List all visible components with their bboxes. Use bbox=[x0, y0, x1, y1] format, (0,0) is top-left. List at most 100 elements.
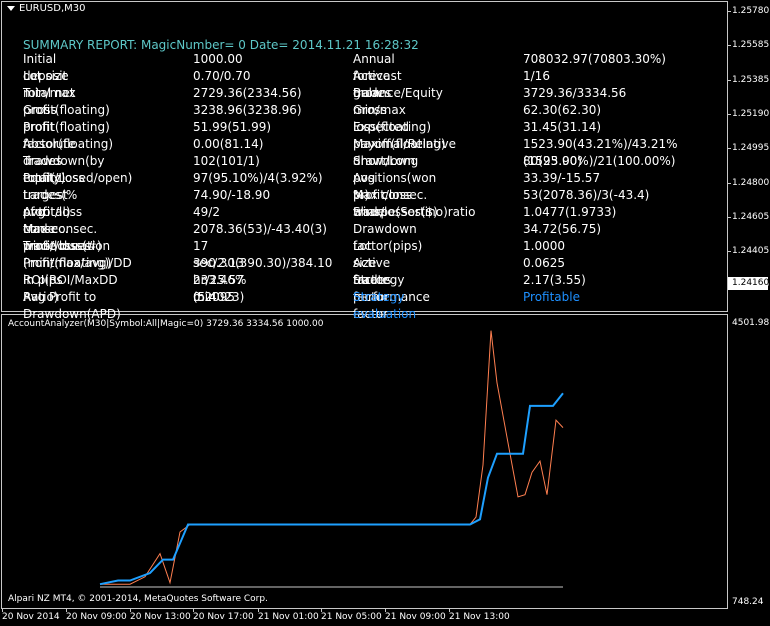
time-axis-tick bbox=[321, 608, 322, 612]
report-value: 2729.36(2334.56) bbox=[193, 86, 302, 100]
report-value: 62.30(62.30) bbox=[523, 103, 602, 117]
copyright-text: Alpari NZ MT4, © 2001-2014, MetaQuotes S… bbox=[8, 594, 268, 604]
report-header: SUMMARY REPORT: MagicNumber= 0 Date= 201… bbox=[23, 38, 419, 52]
report-label: Sharpe(Sortino)ratio bbox=[353, 205, 476, 219]
report-label: Trades total(closed/open) bbox=[23, 154, 133, 185]
report-value: 3238.96(3238.96) bbox=[193, 103, 302, 117]
main-chart-frame[interactable] bbox=[1, 1, 728, 312]
report-label: Profit(floating)/DD in pips bbox=[23, 256, 132, 287]
report-value: 53(2078.36)/3(-43.4) bbox=[523, 188, 650, 202]
price-axis-tick bbox=[727, 182, 731, 184]
report-value: 102(101/1) bbox=[193, 154, 260, 168]
report-label: Active trades factor bbox=[353, 256, 392, 304]
time-axis-label: 21 Nov 01:00 bbox=[258, 612, 319, 622]
report-value: 1.0000 bbox=[523, 239, 565, 253]
report-value: 17 sec/2.13 hr/25.57 min bbox=[193, 239, 244, 304]
report-label: Expected payoff(floating) bbox=[353, 120, 446, 151]
indicator-chart-frame[interactable] bbox=[1, 314, 728, 609]
price-axis-label: 1.24800 bbox=[732, 177, 770, 188]
time-axis-label: 20 Nov 2014 bbox=[2, 612, 60, 622]
report-label: Strategy performance factor bbox=[353, 273, 430, 321]
report-label: Profit/Loss trades(% of total) bbox=[23, 171, 85, 219]
report-label: Avg Profit to Drawdown(APD) bbox=[23, 290, 121, 321]
report-value: 2078.36(53)/-43.40(3) bbox=[193, 222, 327, 236]
report-value: 34.72(56.75) bbox=[523, 222, 602, 236]
report-label: Maximal/Relative drawdown bbox=[353, 137, 456, 168]
price-axis-tick bbox=[727, 148, 731, 150]
report-label: Largest profit/loss trade bbox=[23, 188, 83, 236]
price-axis-label: 1.25585 bbox=[732, 40, 770, 51]
report-value: 97(95.10%)/4(3.92%) bbox=[193, 171, 323, 185]
price-axis-label: 1.24995 bbox=[732, 143, 770, 154]
report-value: 1523.90(43.21%)/43.21%(1523.90) bbox=[523, 137, 678, 168]
report-value: 1.0477(1.9733) bbox=[523, 205, 617, 219]
price-axis-label: 1.24405 bbox=[732, 246, 770, 257]
report-label: Strategy evaluation bbox=[353, 290, 417, 321]
time-axis-label: 20 Nov 13:00 bbox=[130, 612, 191, 622]
current-price-label: 1.24160 bbox=[728, 277, 769, 290]
time-axis-label: 21 Nov 13:00 bbox=[449, 612, 510, 622]
time-axis-label: 20 Nov 17:00 bbox=[193, 612, 254, 622]
report-label: Absolute drawdown(by equity) bbox=[23, 137, 105, 185]
time-axis-tick bbox=[66, 608, 67, 612]
report-label: Avg profit/loss trade bbox=[353, 171, 413, 219]
price-axis-label: 1.25190 bbox=[732, 108, 770, 119]
price-axis-label: 1.25780 bbox=[732, 6, 770, 16]
report-label: Profit factor(floating) bbox=[23, 120, 114, 151]
report-value: 708032.97(70803.30%) bbox=[523, 52, 666, 66]
report-label: Gross loss(floating) bbox=[353, 103, 432, 134]
price-axis-tick bbox=[727, 251, 731, 253]
time-axis-label: 20 Nov 09:00 bbox=[66, 612, 127, 622]
price-axis-tick bbox=[727, 216, 731, 218]
report-value: 0.70/0.70 bbox=[193, 69, 251, 83]
report-value: 51.99(51.99) bbox=[193, 120, 272, 134]
time-axis-tick bbox=[258, 608, 259, 612]
report-value: 1000.00 bbox=[193, 52, 243, 66]
report-label: Avg consec. wins/losses bbox=[23, 205, 91, 253]
price-axis-tick bbox=[727, 79, 731, 81]
price-axis-label: 1.24605 bbox=[732, 211, 770, 222]
price-axis-tick bbox=[727, 11, 731, 12]
report-label: Balance/Equity bbox=[353, 86, 443, 100]
report-value: 31.45(31.14) bbox=[523, 120, 602, 134]
report-label: Active trades min/max bbox=[353, 69, 406, 117]
report-value: 80(95.00%)/21(100.00%) bbox=[523, 154, 676, 168]
indicator-axis-bottom: 748.24 bbox=[732, 597, 764, 607]
report-value: 0.0625 bbox=[523, 256, 565, 270]
report-label: Initial deposit bbox=[23, 52, 68, 83]
report-value: 0.00(81.14) bbox=[193, 137, 264, 151]
report-label: Max consec. wins/losses($) bbox=[353, 188, 438, 219]
report-value: 74.90/-18.90 bbox=[193, 188, 271, 202]
time-axis-tick bbox=[385, 608, 386, 612]
report-value: 0.2095 bbox=[193, 290, 235, 304]
price-axis-tick bbox=[727, 45, 731, 47]
report-label: Max consec. profit/loss(#) bbox=[23, 222, 102, 253]
report-label: ROI(ROI/MaxDD Ratio) bbox=[23, 273, 118, 304]
time-axis-tick bbox=[193, 608, 194, 612]
price-axis-tick bbox=[727, 113, 731, 115]
report-value: 49/2 bbox=[193, 205, 220, 219]
time-axis-tick bbox=[130, 608, 131, 612]
report-value: 2.17(3.55) bbox=[523, 273, 586, 287]
price-axis-label: 1.25385 bbox=[732, 74, 770, 85]
report-label: Short/Long positions(won %) bbox=[353, 154, 437, 202]
report-value: 390.30(390.30)/384.10 bbox=[193, 256, 333, 270]
chart-title: EURUSD,M30 bbox=[7, 3, 85, 14]
report-label: Trade duration (min/max/avg) bbox=[23, 239, 112, 270]
report-label: Drawdown factor(pips) bbox=[353, 222, 423, 253]
report-label: Annual forecast grow bbox=[353, 52, 402, 100]
report-value: 233.46%(5.4023) bbox=[193, 273, 247, 304]
balance-line bbox=[99, 392, 564, 586]
time-axis-label: 21 Nov 05:00 bbox=[321, 612, 382, 622]
equity-line bbox=[100, 330, 564, 585]
time-axis-tick bbox=[2, 608, 3, 612]
report-label: Lot size min/max bbox=[23, 69, 76, 100]
report-value: Profitable bbox=[523, 290, 580, 304]
report-value: 1/16 bbox=[523, 69, 550, 83]
indicator-axis-top: 4501.98 bbox=[732, 318, 770, 328]
time-axis-tick bbox=[449, 608, 450, 612]
indicator-title: AccountAnalyzer(M30|Symbol:All|Magic=0) … bbox=[8, 319, 324, 329]
report-label: Total net profit(floating) bbox=[23, 86, 110, 117]
dropdown-triangle-icon[interactable] bbox=[7, 5, 15, 11]
time-axis-label: 21 Nov 09:00 bbox=[385, 612, 446, 622]
